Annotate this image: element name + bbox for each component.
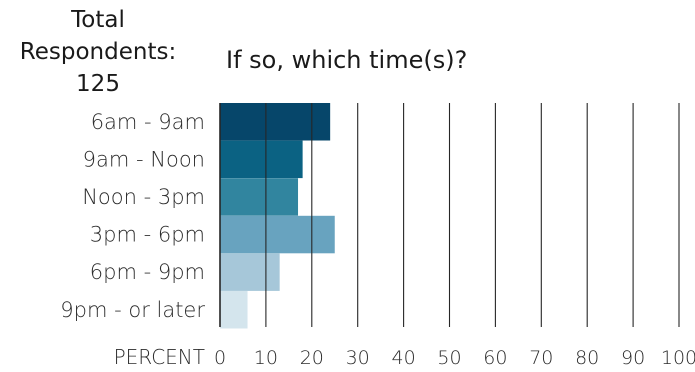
x-tick-label-70: 70 (529, 347, 553, 369)
x-tick-label-50: 50 (437, 347, 461, 369)
x-tick-label-90: 90 (621, 347, 645, 369)
bar-4 (220, 215, 335, 254)
x-tick-label-20: 20 (300, 347, 324, 369)
category-label-4: 3pm - 6pm (90, 223, 205, 247)
category-label-2: 9am - Noon (83, 147, 205, 171)
bar-1 (220, 103, 331, 141)
category-label-1: 6am - 9am (91, 110, 205, 134)
bars (220, 103, 335, 329)
respondents-line-1: Total (71, 7, 125, 33)
x-tick-label-40: 40 (392, 347, 416, 369)
bar-5 (220, 253, 280, 291)
total-respondents: Total Respondents: 125 (0, 4, 196, 100)
category-labels: 6am - 9am 9am - Noon Noon - 3pm 3pm - 6pm 6p… (60, 110, 205, 322)
respondents-count: 125 (76, 71, 120, 97)
x-axis-title: PERCENT (114, 345, 205, 369)
x-tick-labels: 0 10 20 30 40 50 60 70 80 90 100 (214, 347, 695, 369)
bar-2 (220, 140, 303, 179)
category-label-6: 9pm - or later (60, 298, 205, 322)
x-tick-label-100: 100 (661, 347, 695, 369)
category-label-3: Noon - 3pm (82, 185, 205, 209)
x-tick-label-10: 10 (254, 347, 278, 369)
x-tick-label-80: 80 (575, 347, 599, 369)
x-tick-label-60: 60 (483, 347, 507, 369)
x-tick-label-30: 30 (346, 347, 370, 369)
bar-6 (220, 291, 248, 329)
category-label-5: 6pm - 9pm (90, 260, 205, 284)
gridlines (219, 103, 680, 327)
chart-title: If so, which time(s)? (226, 46, 468, 74)
x-tick-label-0: 0 (214, 347, 226, 369)
bar-3 (220, 178, 299, 216)
respondents-line-2: Respondents: (19, 39, 177, 65)
